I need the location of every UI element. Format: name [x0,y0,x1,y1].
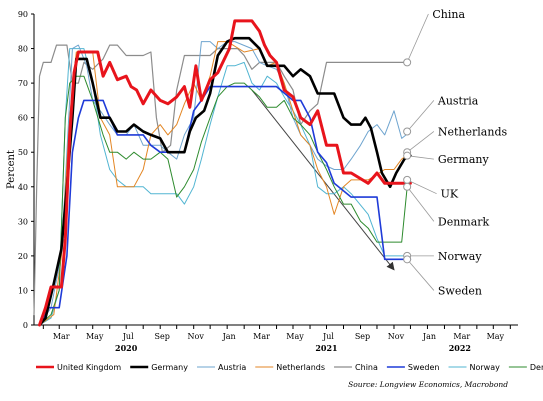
x-tick-label: Mar [253,332,270,341]
x-tick-label: Sep [355,332,370,341]
annotation-marker [403,255,412,264]
annotation-leader [406,131,435,153]
y-tick-label: 0 [23,321,28,330]
y-tick-label: 30 [18,217,28,226]
legend-label: Sweden [408,363,440,372]
legend-label: Netherlands [276,363,325,372]
y-tick-label: 90 [18,10,28,19]
annotation-marker [403,182,412,191]
y-tick-label: 40 [18,183,28,192]
legend-label: Denmark [530,363,543,372]
annotation-label: Denmark [438,215,490,228]
annotation-label: China [432,8,465,21]
x-tick-label: Nov [388,332,405,341]
x-tick-label: May [487,332,505,341]
y-tick-label: 80 [18,45,28,54]
x-tick-label: Sep [155,332,170,341]
legend-label: Austria [218,363,246,372]
x-tick-label: Mar [53,332,70,341]
x-year-label: 2022 [449,343,471,353]
x-tick-label: Jan [222,332,236,341]
annotation-label: Norway [438,250,482,263]
y-axis-label: Percent [6,150,17,189]
x-year-label: 2021 [315,343,337,353]
annotation-leader [406,100,435,132]
x-tick-label: May [286,332,304,341]
x-tick-label: Nov [188,332,205,341]
series-line-sweden [38,85,412,326]
annotation-marker [403,58,412,67]
legend-label: Norway [470,363,501,372]
annotation-leader [406,186,435,222]
annotation-marker [403,151,412,160]
annotation-marker [403,175,412,184]
annotation-label: Austria [437,94,479,107]
x-tick-label: May [86,332,104,341]
annotation-label: Netherlands [438,125,508,138]
legend-label: Germany [151,363,188,372]
annotation-marker [403,127,412,136]
annotation-label: UK [441,188,459,201]
annotation-leader [406,13,429,63]
source-note: Source: Longview Economics, Macrobond [348,380,508,389]
annotation-leader [406,259,435,291]
legend-label: China [355,363,378,372]
legend-label: United Kingdom [57,363,121,372]
series-line-netherlands [39,41,411,326]
x-year-label: 2020 [115,343,138,353]
annotation-label: Sweden [438,284,482,297]
y-tick-label: 10 [18,286,28,295]
annotation-label: Germany [438,153,490,166]
y-tick-label: 20 [18,252,28,261]
y-tick-label: 50 [18,148,28,157]
x-tick-label: Jan [422,332,436,341]
series-line-germany [38,36,412,327]
x-tick-label: Mar [453,332,470,341]
annotation-leader [406,179,437,195]
x-tick-label: Jul [322,332,334,341]
series-line-austria [39,41,411,326]
annotation-leader [407,155,434,160]
x-tick-label: Jul [122,332,134,341]
y-tick-label: 60 [18,114,28,123]
y-tick-label: 70 [18,79,28,88]
series-line-denmark [39,75,411,326]
series-line-united-kingdom [38,19,412,327]
